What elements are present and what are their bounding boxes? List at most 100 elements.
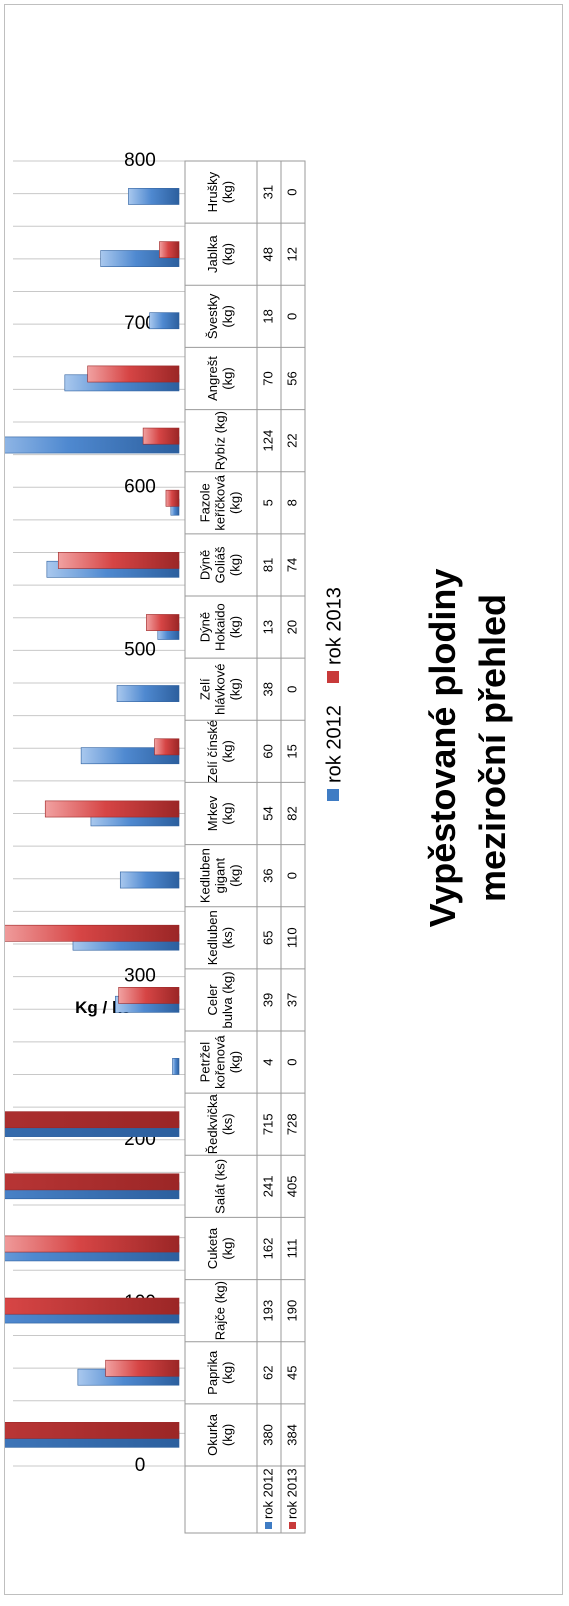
category-label: (ks) xyxy=(220,927,235,949)
table-value: 15 xyxy=(284,744,299,758)
table-value: 162 xyxy=(260,1238,275,1260)
category-label: (kg) xyxy=(220,305,235,327)
table-value: 62 xyxy=(260,1366,275,1380)
table-value: 110 xyxy=(284,927,299,948)
category-label: Jablka xyxy=(205,235,220,273)
category-label: Okurka xyxy=(205,1413,220,1456)
series-key-swatch xyxy=(265,1522,272,1529)
y-tick-label: 800 xyxy=(124,150,156,171)
bar xyxy=(105,1359,180,1377)
category-label: gigant xyxy=(212,858,227,894)
category-label: kořenová xyxy=(212,1035,227,1089)
legend: rok 2012 rok 2013 xyxy=(323,587,345,801)
bar xyxy=(128,188,180,205)
table-value: 241 xyxy=(260,1176,275,1198)
category-label: hlávkové xyxy=(212,664,227,715)
category-label: (kg) xyxy=(220,1237,235,1259)
bar xyxy=(5,1422,180,1439)
y-tick-label: 600 xyxy=(124,476,156,497)
rotated-chart-area: 0100200300400500600700800 Kg / ks Okurka… xyxy=(5,5,569,1606)
table-value: 13 xyxy=(260,620,275,634)
category-label: (kg) xyxy=(220,802,235,824)
bar xyxy=(165,489,180,507)
table-value: 124 xyxy=(260,430,275,452)
bar xyxy=(57,552,180,569)
category-label: Cuketa xyxy=(205,1227,220,1269)
category-label: keříčková xyxy=(212,474,227,530)
y-tick-label: 0 xyxy=(135,1455,146,1476)
series-key-swatch xyxy=(289,1522,296,1529)
category-label: Kedluben xyxy=(205,910,220,965)
table-value: 45 xyxy=(284,1366,299,1380)
category-label: (kg) xyxy=(227,678,242,700)
chart-title-line-1: Vypěstované plodiny xyxy=(422,569,463,928)
table-value: 31 xyxy=(260,185,275,199)
bar xyxy=(116,685,180,702)
bar xyxy=(44,800,180,818)
bar xyxy=(5,1235,180,1253)
bar xyxy=(172,1058,180,1075)
table-value: 74 xyxy=(284,558,299,572)
chart-frame: 0100200300400500600700800 Kg / ks Okurka… xyxy=(4,4,563,1595)
category-label: Ředkvička xyxy=(205,1093,220,1154)
category-label: (kg) xyxy=(227,616,242,638)
table-value: 39 xyxy=(260,993,275,1007)
category-label: Dýně xyxy=(197,550,212,580)
bar xyxy=(154,738,180,756)
legend-swatch xyxy=(327,789,339,801)
table-value: 65 xyxy=(260,931,275,945)
legend-swatch xyxy=(327,671,339,683)
category-label: Hokaido xyxy=(212,603,227,651)
bar xyxy=(146,614,180,631)
category-label: Kedluben xyxy=(197,848,212,903)
y-tick-label: 700 xyxy=(124,313,156,334)
category-label: Švestky xyxy=(205,293,220,339)
category-label: Zelí xyxy=(197,678,212,700)
table-value: 5 xyxy=(260,499,275,506)
table-value: 190 xyxy=(284,1300,299,1322)
category-label: (kg) xyxy=(227,1051,242,1073)
chart-title: Vypěstované plodiny meziroční přehled xyxy=(422,569,513,928)
table-value: 715 xyxy=(260,1113,275,1135)
category-label: Goliáš xyxy=(212,546,227,583)
table-value: 70 xyxy=(260,371,275,385)
bar xyxy=(159,241,180,259)
table-value: 111 xyxy=(284,1239,299,1259)
table-value: 405 xyxy=(284,1176,299,1198)
table-value: 18 xyxy=(260,309,275,323)
category-label: Dýně xyxy=(197,612,212,642)
bar xyxy=(5,1297,180,1315)
bar xyxy=(5,1173,180,1191)
table-value: 8 xyxy=(284,499,299,506)
table-value: 60 xyxy=(260,744,275,758)
bar xyxy=(5,1111,180,1129)
table-value: 193 xyxy=(260,1300,275,1322)
bars xyxy=(5,188,180,1448)
table-value: 4 xyxy=(260,1058,275,1065)
series-row-label: rok 2012 xyxy=(260,1468,275,1519)
category-label: Mrkev xyxy=(205,795,220,831)
bar xyxy=(5,1120,180,1137)
category-label: Fazole xyxy=(197,483,212,522)
category-label: Petržel xyxy=(197,1042,212,1083)
category-label: Rajče (kg) xyxy=(212,1281,227,1340)
table-value: 20 xyxy=(284,620,299,634)
table-value: 0 xyxy=(284,313,299,320)
legend-label: rok 2013 xyxy=(323,587,345,665)
series-row-label: rok 2013 xyxy=(284,1468,299,1519)
chart-title-line-2: meziroční přehled xyxy=(472,594,513,902)
category-label: (kg) xyxy=(220,1424,235,1446)
category-label: Salát (ks) xyxy=(212,1159,227,1214)
table-value: 384 xyxy=(284,1424,299,1446)
bar xyxy=(5,436,180,454)
category-label: (kg) xyxy=(227,554,242,576)
category-label: (ks) xyxy=(220,1113,235,1135)
category-label: Paprika xyxy=(205,1350,220,1395)
category-label: Zelí čínské xyxy=(205,720,220,783)
table-value: 37 xyxy=(284,993,299,1007)
category-label: (kg) xyxy=(220,243,235,265)
y-tick-label: 300 xyxy=(124,966,156,987)
table-value: 48 xyxy=(260,247,275,261)
table-value: 0 xyxy=(284,188,299,195)
